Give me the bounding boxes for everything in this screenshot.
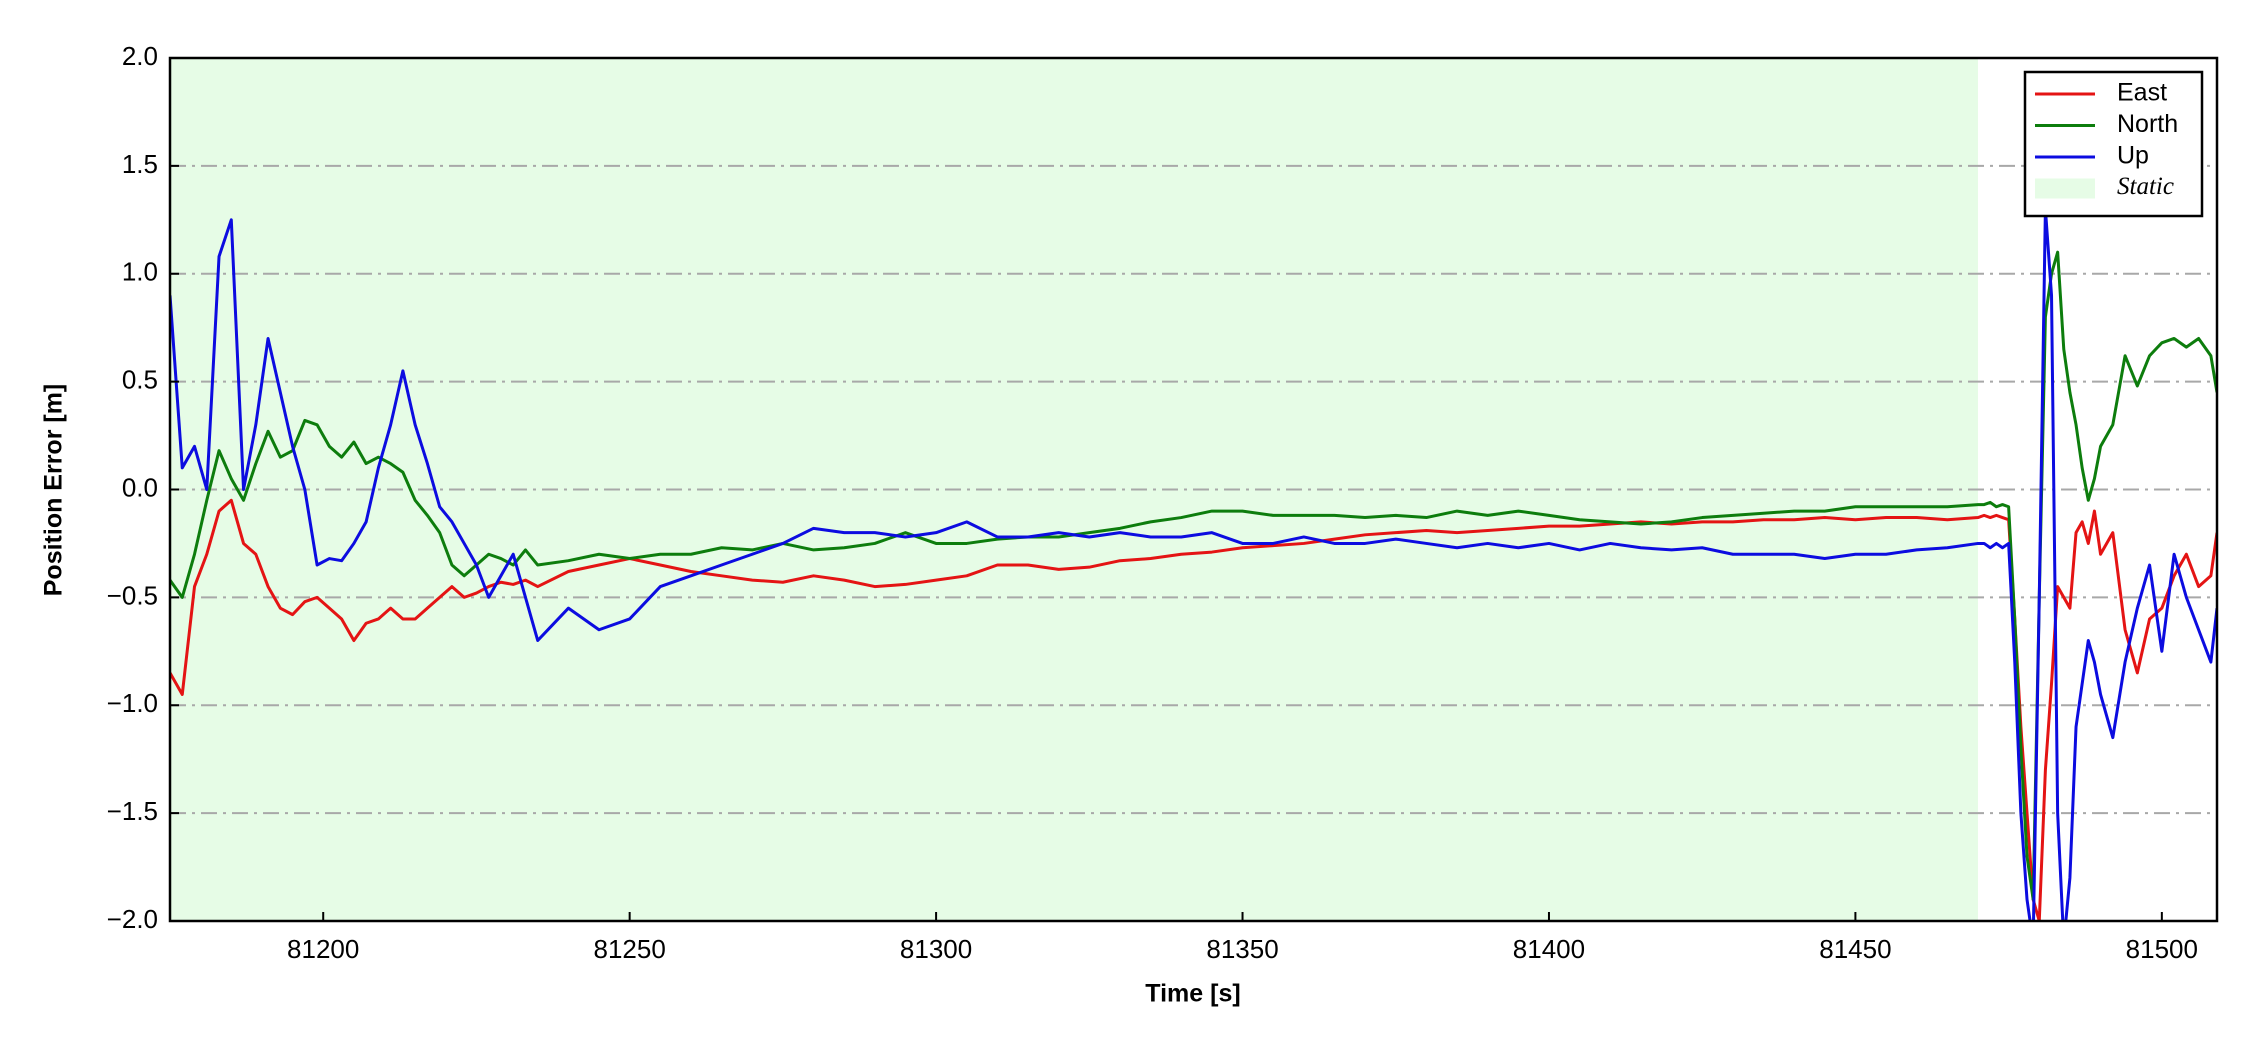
x-tick-label: 81350 [1206, 934, 1278, 964]
y-axis-label: Position Error [m] [40, 384, 68, 597]
legend-label: North [2117, 110, 2178, 138]
y-tick-label: −1.5 [107, 796, 158, 826]
x-tick-label: 81200 [287, 934, 359, 964]
x-axis-label: Time [s] [1145, 980, 1240, 1008]
ticks: −2.0 −1.5 −1.0 −0.5 0.0 0.5 1.0 1.5 2.0 81200 8125… [107, 41, 2198, 964]
legend-swatch [2035, 178, 2095, 199]
series-line [170, 250, 2217, 901]
x-tick-label: 81300 [900, 934, 972, 964]
x-tick-label: 81400 [1513, 934, 1585, 964]
y-tick-label: 0.5 [122, 365, 158, 395]
x-tick-label: 81450 [1819, 934, 1891, 964]
legend-label: East [2117, 79, 2167, 107]
legend: East North Up Static [2023, 70, 2204, 218]
grid [170, 164, 2217, 815]
y-tick-label: 1.5 [122, 149, 158, 179]
x-tick-label: 81250 [593, 934, 665, 964]
y-tick-label: −1.0 [107, 688, 158, 718]
series-line [170, 498, 2217, 921]
x-tick-label: 81500 [2126, 934, 2198, 964]
legend-label: Static [2117, 173, 2174, 200]
y-tick-label: −2.0 [107, 904, 158, 934]
legend-label: Up [2117, 142, 2149, 170]
y-tick-label: −0.5 [107, 580, 158, 610]
y-tick-label: 2.0 [122, 41, 158, 71]
lines [170, 207, 2217, 921]
series-line [170, 207, 2217, 921]
y-tick-label: 0.0 [122, 472, 158, 502]
y-tick-label: 1.0 [122, 257, 158, 287]
